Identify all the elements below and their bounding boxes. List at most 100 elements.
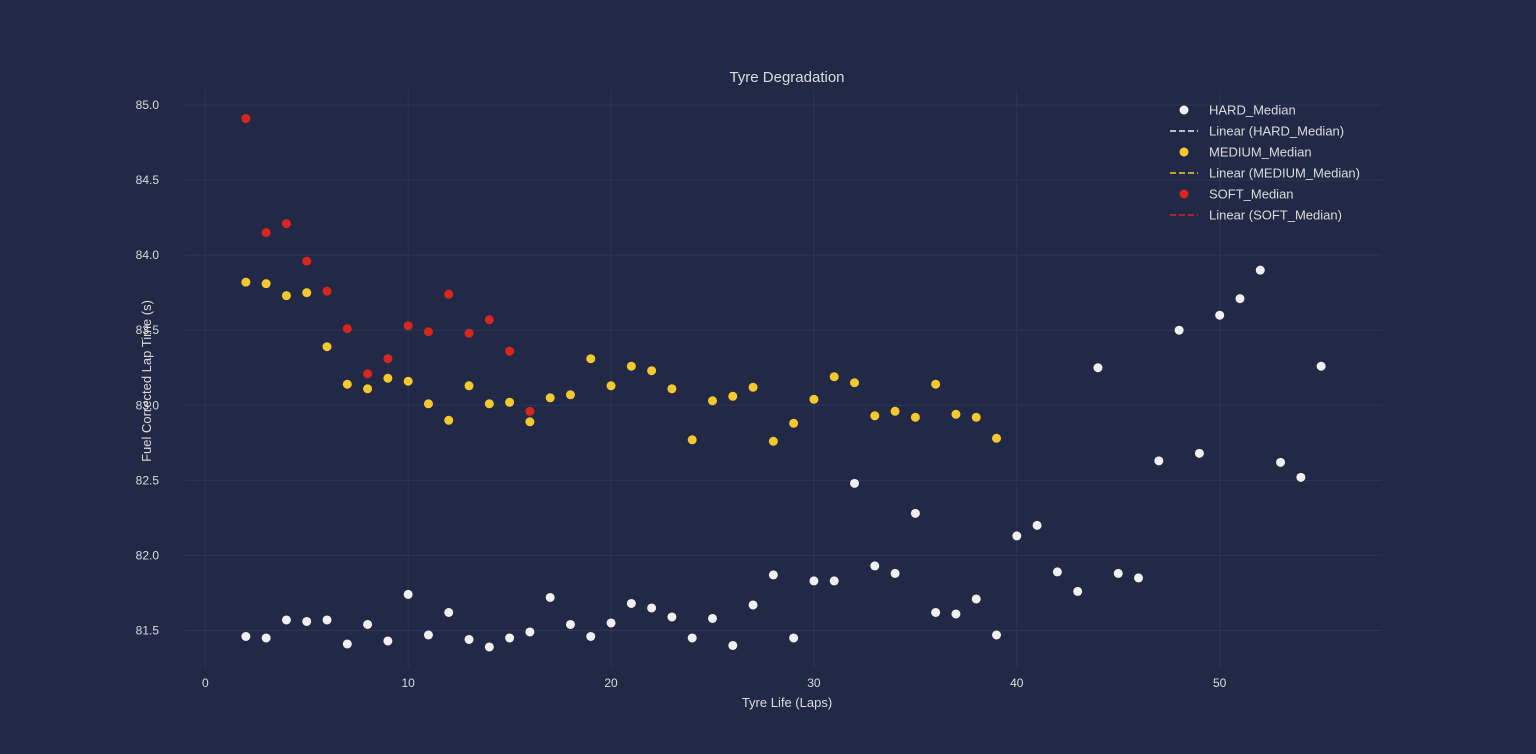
data-point xyxy=(363,384,373,394)
data-point xyxy=(707,396,717,406)
y-tick-label: 81.5 xyxy=(136,623,160,637)
data-point xyxy=(302,256,312,266)
legend-medium-median-marker xyxy=(1179,147,1189,157)
data-point xyxy=(423,399,433,409)
x-axis-ticks: 0 10 20 30 40 50 xyxy=(202,676,1227,690)
data-point xyxy=(647,366,657,376)
data-point xyxy=(545,393,555,403)
data-point xyxy=(545,592,555,602)
data-point xyxy=(809,394,819,404)
data-point xyxy=(1296,472,1306,482)
x-tick-label: 0 xyxy=(202,676,209,690)
legend-soft-median-trend-label: Linear (SOFT_Median) xyxy=(1209,208,1342,223)
data-point xyxy=(423,630,433,640)
data-point xyxy=(1194,448,1204,458)
data-point xyxy=(464,634,474,644)
data-point xyxy=(667,612,677,622)
y-axis-ticks: 81.5 82.0 82.5 83.0 83.5 84.0 84.5 85.0 xyxy=(136,98,160,637)
data-point xyxy=(241,277,251,287)
data-point xyxy=(1235,294,1245,304)
data-point xyxy=(606,381,616,391)
data-point xyxy=(910,412,920,422)
legend-hard-median-label: HARD_Median xyxy=(1209,103,1296,118)
data-point xyxy=(951,609,961,619)
data-point xyxy=(850,378,860,388)
data-point xyxy=(342,639,352,649)
data-point xyxy=(870,411,880,421)
x-tick-label: 20 xyxy=(604,676,618,690)
data-point xyxy=(707,613,717,623)
data-point xyxy=(1113,568,1123,578)
data-point xyxy=(484,399,494,409)
data-point xyxy=(261,228,271,238)
y-tick-label: 83.5 xyxy=(136,323,160,337)
data-point xyxy=(525,627,535,637)
data-point xyxy=(261,633,271,643)
data-point xyxy=(403,589,413,599)
legend-medium-median-label: MEDIUM_Median xyxy=(1209,145,1312,160)
data-point xyxy=(525,417,535,427)
data-point xyxy=(342,324,352,334)
data-point xyxy=(1093,363,1103,373)
data-point xyxy=(383,354,393,364)
data-point xyxy=(586,631,596,641)
x-tick-label: 30 xyxy=(807,676,821,690)
data-point xyxy=(302,616,312,626)
data-point xyxy=(505,346,515,356)
data-point xyxy=(910,508,920,518)
data-point xyxy=(1316,361,1326,371)
data-point xyxy=(626,361,636,371)
data-point xyxy=(261,279,271,289)
data-point xyxy=(464,328,474,338)
data-point xyxy=(484,642,494,652)
data-point xyxy=(444,289,454,299)
data-point xyxy=(667,384,677,394)
data-point xyxy=(363,619,373,629)
grid xyxy=(185,90,1382,668)
data-point xyxy=(1052,567,1062,577)
data-point xyxy=(748,600,758,610)
data-point xyxy=(1134,573,1144,583)
chart-title: Tyre Degradation xyxy=(729,69,844,86)
data-point xyxy=(1174,325,1184,335)
data-point xyxy=(748,382,758,392)
legend-hard-median-marker xyxy=(1179,105,1189,115)
series-medium-median xyxy=(241,277,1002,446)
data-point xyxy=(890,406,900,416)
data-point xyxy=(565,390,575,400)
series-hard-median xyxy=(241,265,1326,652)
data-point xyxy=(322,342,332,352)
data-point xyxy=(403,376,413,386)
data-point xyxy=(403,321,413,331)
data-point xyxy=(565,619,575,629)
data-point xyxy=(931,607,941,617)
data-point xyxy=(728,391,738,401)
data-point xyxy=(809,576,819,586)
data-point xyxy=(383,373,393,383)
series-soft-median xyxy=(241,114,535,416)
data-point xyxy=(444,607,454,617)
data-point xyxy=(322,615,332,625)
data-point xyxy=(829,576,839,586)
data-point xyxy=(383,636,393,646)
data-point xyxy=(850,478,860,488)
data-point xyxy=(241,114,251,124)
data-point xyxy=(464,381,474,391)
data-point xyxy=(992,630,1002,640)
legend: HARD_Median Linear (HARD_Median) MEDIUM_Me… xyxy=(1170,103,1360,223)
data-point xyxy=(992,433,1002,443)
data-point xyxy=(363,369,373,379)
data-point xyxy=(1215,310,1225,320)
y-tick-label: 85.0 xyxy=(136,98,160,112)
data-point xyxy=(423,327,433,337)
data-point xyxy=(687,633,697,643)
data-point xyxy=(281,615,291,625)
y-tick-label: 84.5 xyxy=(136,173,160,187)
x-tick-label: 50 xyxy=(1213,676,1227,690)
data-points xyxy=(241,114,1326,652)
legend-medium-median-trend-label: Linear (MEDIUM_Median) xyxy=(1209,166,1360,181)
x-tick-label: 10 xyxy=(401,676,415,690)
data-point xyxy=(1012,531,1022,541)
